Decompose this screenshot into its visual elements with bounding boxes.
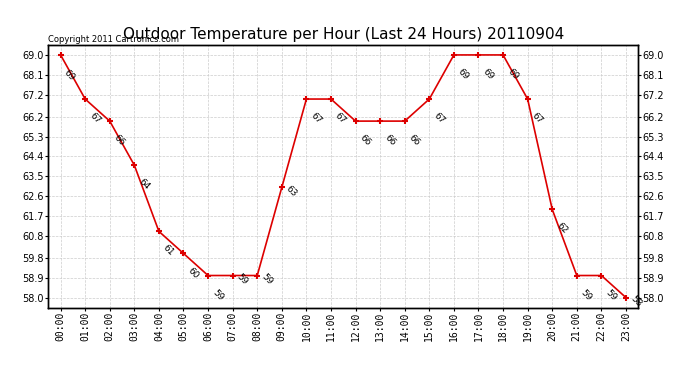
Text: 69: 69 — [456, 67, 471, 81]
Text: 61: 61 — [161, 243, 176, 258]
Text: 67: 67 — [88, 111, 102, 126]
Text: 67: 67 — [432, 111, 446, 126]
Text: Copyright 2011 Cartronics.com: Copyright 2011 Cartronics.com — [48, 35, 179, 44]
Text: 64: 64 — [137, 177, 151, 192]
Text: 59: 59 — [604, 288, 618, 302]
Text: 58: 58 — [629, 294, 643, 309]
Text: 59: 59 — [580, 288, 594, 302]
Title: Outdoor Temperature per Hour (Last 24 Hours) 20110904: Outdoor Temperature per Hour (Last 24 Ho… — [123, 27, 564, 42]
Text: 69: 69 — [481, 67, 495, 81]
Text: 60: 60 — [186, 266, 201, 280]
Text: 63: 63 — [284, 184, 299, 198]
Text: 59: 59 — [259, 272, 274, 287]
Text: 69: 69 — [62, 68, 77, 82]
Text: 62: 62 — [555, 222, 569, 236]
Text: 67: 67 — [333, 111, 348, 126]
Text: 59: 59 — [210, 288, 225, 302]
Text: 59: 59 — [235, 272, 250, 287]
Text: 67: 67 — [530, 111, 544, 126]
Text: 66: 66 — [382, 133, 397, 148]
Text: 67: 67 — [309, 111, 324, 126]
Text: 66: 66 — [112, 133, 127, 148]
Text: 69: 69 — [506, 67, 520, 81]
Text: 66: 66 — [358, 133, 373, 148]
Text: 66: 66 — [407, 133, 422, 148]
